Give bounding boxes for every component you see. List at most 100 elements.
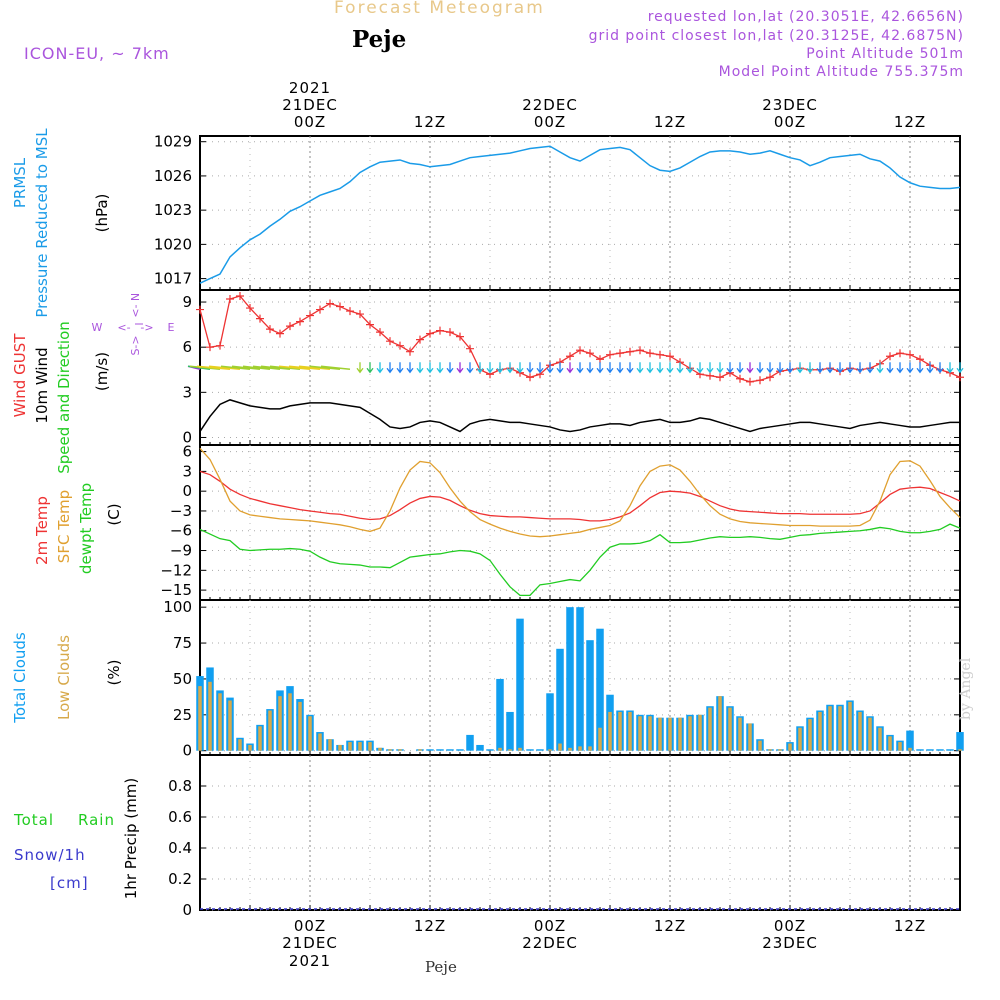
- low-cloud-bar: [628, 711, 632, 751]
- wind-direction-arrow: [566, 362, 574, 374]
- wind-direction-arrow: [298, 365, 331, 370]
- gust-marker: [646, 349, 654, 358]
- top-date-label: 21DEC: [282, 96, 338, 114]
- wind-direction-arrow: [456, 362, 464, 374]
- total-cloud-bar: [916, 749, 924, 751]
- gust-marker: [466, 344, 474, 353]
- low-cloud-bar: [578, 746, 582, 751]
- total-cloud-bar: [436, 749, 444, 751]
- wind-direction-arrow: [309, 365, 341, 370]
- y-tick-label: 0: [182, 428, 192, 446]
- wind-direction-arrow: [646, 362, 654, 374]
- y-tick-label: 75: [173, 634, 192, 652]
- total-cloud-bar: [956, 732, 964, 751]
- wind-direction-arrow: [269, 365, 301, 370]
- sfc-temp-label: SFC Temp: [55, 490, 73, 563]
- wind-direction-arrow: [816, 362, 824, 374]
- y-tick-label: 1026: [154, 167, 192, 185]
- low-cloud-bar: [668, 717, 672, 751]
- total-cloud-bar: [576, 607, 584, 751]
- wind-direction-arrow: [776, 362, 784, 374]
- gust-marker: [296, 317, 304, 326]
- pressure-label-2: Pressure Reduced to MSL: [33, 128, 51, 318]
- wind-direction-arrow: [666, 362, 674, 374]
- gust-marker: [896, 349, 904, 358]
- compass-n: N: [129, 293, 142, 301]
- model-label: ICON-EU, ~ 7km: [24, 44, 170, 63]
- low-cloud-bar: [268, 710, 272, 751]
- low-cloud-bar: [548, 749, 552, 751]
- low-cloud-bar: [838, 706, 842, 751]
- wind-dir-label: Speed and Direction: [55, 321, 73, 474]
- low-cloud-bar: [708, 707, 712, 751]
- wind-direction-arrow: [726, 362, 734, 374]
- wind-direction-arrow: [656, 362, 664, 374]
- bottom-time-tick: 00Z: [774, 917, 806, 935]
- wind-direction-arrow: [856, 362, 864, 374]
- temp-label: 2m Temp: [33, 496, 51, 565]
- wind-direction-arrow: [260, 365, 291, 370]
- pressure-line: [199, 145, 961, 284]
- top-time-tick: 12Z: [894, 113, 926, 131]
- wind-direction-arrow: [796, 362, 804, 374]
- wind-direction-arrow: [876, 362, 884, 374]
- low-cloud-bar: [388, 749, 392, 751]
- low-cloud-bar: [858, 711, 862, 751]
- wind-direction-arrow: [956, 362, 964, 374]
- low-cloud-bar: [298, 701, 302, 751]
- wind-direction-arrow: [846, 362, 854, 374]
- gust-marker: [436, 326, 444, 335]
- wind-direction-arrow: [696, 362, 704, 374]
- wind-direction-arrow: [616, 362, 624, 374]
- wind-direction-arrow: [476, 362, 484, 374]
- low-cloud-bar: [788, 743, 792, 751]
- wind-direction-arrow: [416, 362, 424, 374]
- total-cloud-bar: [446, 749, 454, 751]
- low-cloud-bar: [718, 696, 722, 751]
- total-cloud-bar: [536, 749, 544, 751]
- low-cloud-bar: [958, 749, 962, 751]
- wind-direction-arrow: [756, 362, 764, 374]
- low-cloud-bar: [348, 742, 352, 751]
- legend-snow: Snow/1h: [14, 846, 86, 864]
- wind-label: 10m Wind: [33, 347, 51, 423]
- low-cloud-bar: [508, 749, 512, 751]
- low-cloud-bar: [568, 747, 572, 751]
- low-cloud-bar: [688, 716, 692, 751]
- wind-direction-arrow: [636, 362, 644, 374]
- wind-direction-arrow: [606, 362, 614, 374]
- low-cloud-bar: [228, 700, 232, 751]
- wind-direction-arrow: [866, 362, 874, 374]
- total-cloud-bar: [556, 648, 564, 751]
- total-cloud-bar: [926, 749, 934, 751]
- total-clouds-label: Total Clouds: [11, 632, 29, 724]
- wind-direction-arrow: [189, 365, 221, 370]
- legend-snow-unit: [cm]: [50, 874, 89, 892]
- low-cloud-bar: [398, 749, 402, 751]
- y-tick-label: 0: [182, 482, 192, 500]
- gust-marker: [766, 373, 774, 382]
- wind-direction-arrow: [466, 362, 474, 374]
- low-cloud-bar: [848, 701, 852, 751]
- low-cloud-bar: [338, 744, 342, 751]
- gust-marker: [266, 325, 274, 334]
- wind-direction-arrow: [626, 362, 634, 374]
- low-cloud-bar: [258, 726, 262, 751]
- bottom-year-label: 2021: [289, 952, 331, 970]
- wind-direction-arrow: [936, 362, 944, 374]
- gust-marker: [666, 352, 674, 361]
- gust-marker: [286, 322, 294, 331]
- total-cloud-bar: [906, 730, 914, 751]
- legend-rain: Rain: [78, 811, 115, 829]
- y-tick-label: 9: [182, 293, 192, 311]
- gust-marker: [906, 350, 914, 359]
- wind-direction-arrow: [886, 362, 894, 374]
- gust-marker: [336, 302, 344, 311]
- y-tick-label: 0: [182, 742, 192, 760]
- wind-direction-arrow: [766, 362, 774, 374]
- y-tick-label: 3: [182, 462, 192, 480]
- point-altitude: Point Altitude 501m: [806, 46, 964, 62]
- gust-marker: [406, 347, 414, 356]
- wind-unit: (m/s): [93, 352, 111, 391]
